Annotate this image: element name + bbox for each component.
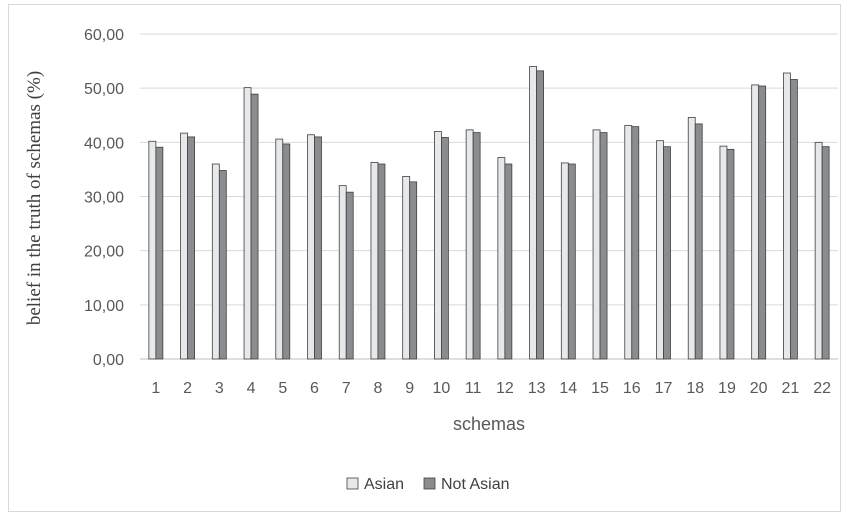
bar-asian (465, 129, 474, 360)
x-tick-label: 17 (655, 380, 673, 397)
y-axis-ticks: 0,00 10,00 20,00 30,00 40,00 50,00 60,00 (84, 27, 124, 369)
x-tick-label: 16 (623, 380, 641, 397)
legend-label-asian: Asian (364, 476, 404, 493)
bar-not-asian (441, 137, 449, 360)
legend-label-not-asian: Not Asian (441, 476, 509, 493)
x-tick-label: 15 (591, 380, 609, 397)
x-tick-label: 11 (465, 380, 482, 397)
bar-asian (275, 138, 284, 360)
x-tick-label: 22 (813, 380, 831, 397)
bar-asian (592, 129, 601, 360)
bar-not-asian (155, 146, 164, 360)
bar-asian (560, 162, 569, 360)
x-tick-label: 8 (374, 380, 383, 397)
legend-swatch-asian (346, 477, 359, 490)
bar-asian (783, 72, 791, 360)
bar-asian (751, 84, 760, 360)
legend: Asian Not Asian (346, 476, 509, 493)
legend-swatch-not-asian (423, 477, 436, 490)
y-tick-label: 50,00 (84, 81, 124, 98)
x-axis-label: schemas (453, 414, 525, 434)
bar-not-asian (314, 136, 322, 360)
bar-not-asian (726, 148, 735, 360)
bar-not-asian (758, 85, 767, 360)
bar-asian (338, 185, 347, 360)
x-tick-label: 18 (686, 380, 704, 397)
y-tick-label: 10,00 (84, 298, 124, 315)
x-tick-label: 14 (559, 380, 577, 397)
bars (148, 66, 830, 360)
x-tick-label: 20 (750, 380, 768, 397)
y-tick-label: 60,00 (84, 27, 124, 44)
bar-not-asian (790, 79, 798, 360)
bar-asian (497, 157, 506, 360)
bar-not-asian (187, 136, 195, 360)
bar-not-asian (599, 132, 608, 360)
bar-asian (307, 134, 315, 360)
bar-not-asian (218, 170, 227, 360)
x-tick-label: 6 (310, 380, 319, 397)
x-tick-label: 7 (342, 380, 351, 397)
bar-not-asian (250, 93, 259, 360)
bar-asian (656, 140, 664, 360)
bar-asian (180, 132, 188, 360)
bar-not-asian (377, 163, 386, 360)
bar-asian (402, 176, 411, 360)
y-axis-label: belief in the truth of schemas (%) (24, 71, 45, 325)
bar-not-asian (694, 123, 703, 360)
bar-not-asian (663, 146, 671, 360)
bar-not-asian (472, 132, 481, 360)
bar-not-asian (821, 146, 830, 360)
y-tick-label: 40,00 (84, 135, 124, 152)
x-tick-label: 10 (433, 380, 451, 397)
bar-not-asian (409, 181, 418, 360)
bar-asian (370, 161, 379, 360)
bar-asian (243, 87, 252, 360)
bar-not-asian (345, 191, 354, 360)
bar-not-asian (282, 143, 291, 360)
bar-asian (148, 140, 157, 360)
x-tick-label: 19 (718, 380, 736, 397)
x-tick-label: 2 (183, 380, 192, 397)
x-tick-label: 4 (247, 380, 256, 397)
bar-not-asian (567, 163, 576, 360)
x-tick-label: 1 (151, 380, 160, 397)
bar-not-asian (631, 126, 640, 360)
y-tick-label: 0,00 (93, 352, 124, 369)
x-tick-label: 13 (528, 380, 546, 397)
x-tick-label: 3 (215, 380, 224, 397)
x-tick-label: 5 (278, 380, 287, 397)
y-tick-label: 30,00 (84, 190, 124, 207)
x-axis-ticks: 1 2 3 4 5 6 7 8 9 10 11 12 13 14 15 16 17 18 19 20 21 22 (151, 380, 831, 397)
bar-asian (211, 163, 220, 360)
bar-asian (624, 125, 633, 360)
x-tick-label: 9 (405, 380, 414, 397)
bar-asian (814, 141, 823, 360)
bar-not-asian (504, 163, 513, 360)
bar-asian (529, 66, 537, 360)
y-tick-label: 20,00 (84, 244, 124, 261)
bar-not-asian (536, 70, 544, 360)
x-tick-label: 12 (496, 380, 514, 397)
bar-asian (434, 131, 442, 360)
x-tick-label: 21 (782, 380, 800, 397)
bar-asian (719, 145, 728, 360)
bar-asian (687, 117, 696, 360)
